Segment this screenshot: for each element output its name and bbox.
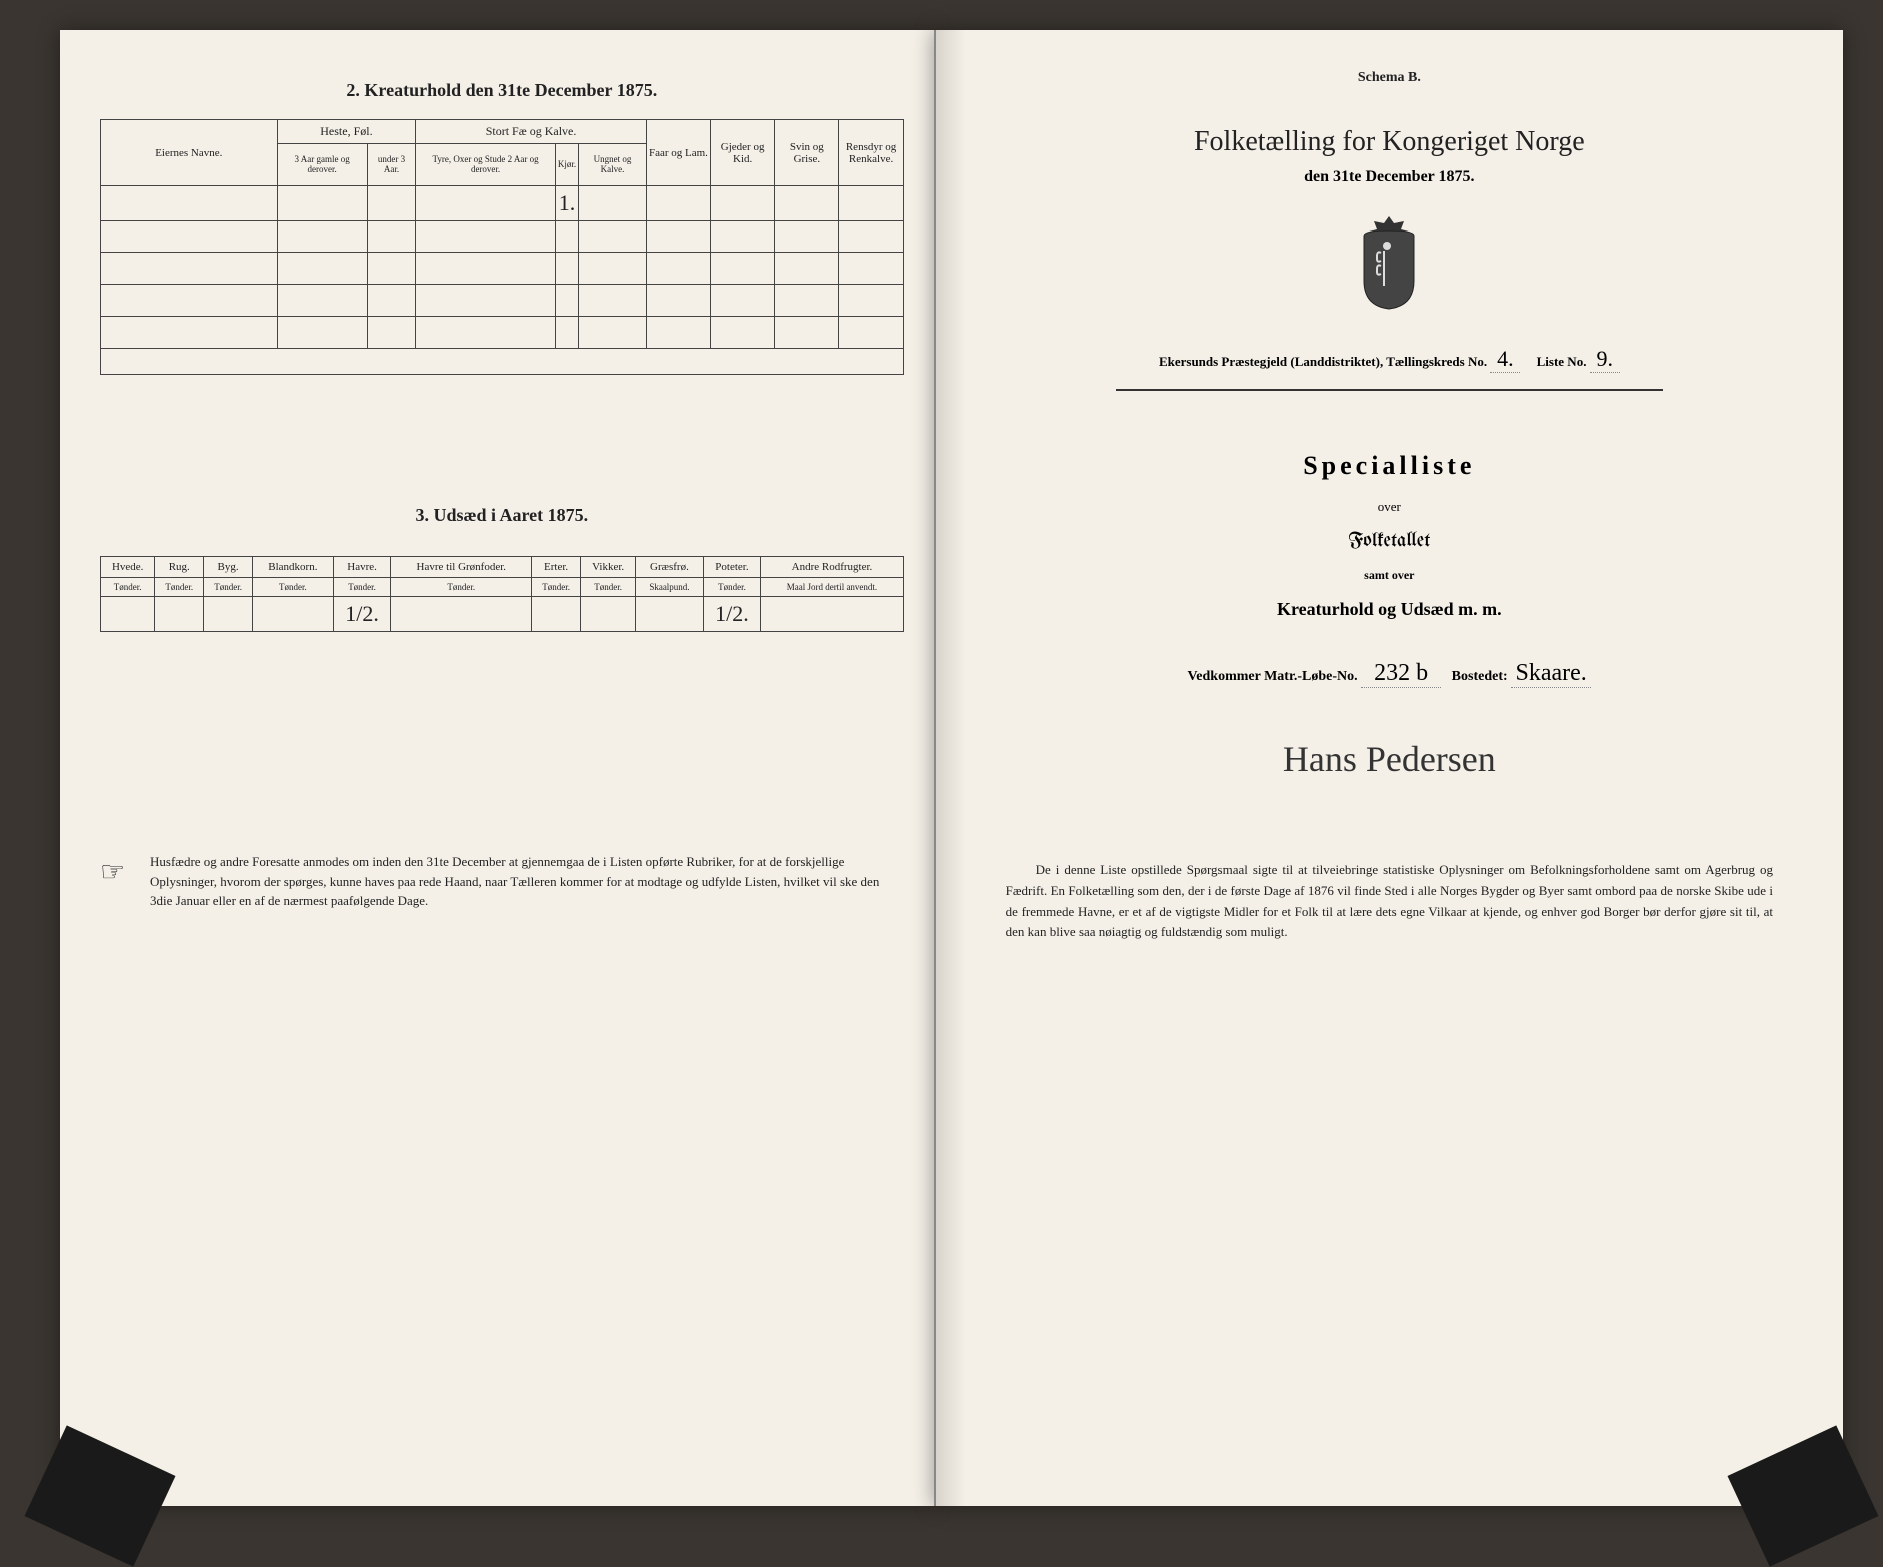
right-footnote: De i denne Liste opstillede Spørgsmaal s…: [996, 860, 1783, 943]
table-row: [101, 253, 904, 285]
table-row: 1.: [101, 186, 904, 221]
t3-c2: Byg.: [204, 557, 253, 578]
kreatur-heading: Kreaturhold og Udsæd m. m.: [996, 599, 1783, 620]
col-gjeder: Gjeder og Kid.: [711, 120, 775, 186]
pointing-hand-icon: ☞: [100, 852, 125, 894]
t3-c3: Blandkorn.: [252, 557, 333, 578]
over-label: over: [996, 499, 1783, 515]
udsaed-table: Hvede. Rug. Byg. Blandkorn. Havre. Havre…: [100, 556, 904, 632]
t3-c4: Havre.: [333, 557, 391, 578]
schema-label: Schema B.: [996, 70, 1783, 86]
main-title: Folketælling for Kongeriget Norge: [996, 126, 1783, 158]
liste-no: 9.: [1590, 346, 1620, 373]
t3-c1: Rug.: [155, 557, 204, 578]
t3-c7: Vikker.: [581, 557, 636, 578]
specialliste-heading: Specialliste: [996, 451, 1783, 481]
right-page: Schema B. Folketælling for Kongeriget No…: [934, 30, 1843, 1506]
t3-c10: Andre Rodfrugter.: [761, 557, 903, 578]
t3-c8: Græsfrø.: [636, 557, 703, 578]
vedkommer-line: Vedkommer Matr.-Løbe-No. 232 b Bostedet:…: [996, 660, 1783, 688]
col-svin: Svin og Grise.: [775, 120, 839, 186]
book-spread: 2. Kreaturhold den 31te December 1875. E…: [60, 30, 1843, 1506]
left-footnote: ☞ Husfædre og andre Foresatte anmodes om…: [100, 852, 904, 911]
t3-c0: Hvede.: [101, 557, 155, 578]
col-eier: Eiernes Navne.: [101, 120, 278, 186]
table-row: [101, 285, 904, 317]
left-page: 2. Kreaturhold den 31te December 1875. E…: [60, 30, 934, 1506]
sub-0: 3 Aar gamle og derover.: [277, 144, 367, 186]
signature: Hans Pedersen: [996, 738, 1783, 780]
col-faar: Faar og Lam.: [646, 120, 710, 186]
kreds-no: 4.: [1490, 346, 1520, 373]
table-row: [101, 349, 904, 375]
table-row: 1/2. 1/2.: [101, 597, 904, 632]
binder-clip: [1727, 1425, 1878, 1566]
samt-label: samt over: [996, 568, 1783, 583]
sub-1: under 3 Aar.: [367, 144, 416, 186]
col-rensdyr: Rensdyr og Renkalve.: [839, 120, 903, 186]
subtitle: den 31te December 1875.: [996, 168, 1783, 186]
t3-c9: Poteter.: [703, 557, 761, 578]
sub-2: Tyre, Oxer og Stude 2 Aar og derover.: [416, 144, 556, 186]
table-row: [101, 317, 904, 349]
binder-clip: [24, 1425, 175, 1566]
bostedet: Skaare.: [1511, 660, 1591, 688]
table-row: [101, 221, 904, 253]
sub-4: Ungnet og Kalve.: [579, 144, 647, 186]
divider: [1116, 389, 1663, 391]
royal-crest-icon: [996, 211, 1783, 316]
kreaturhold-table: Eiernes Navne. Heste, Føl. Stort Fæ og K…: [100, 119, 904, 375]
district-line: Ekersunds Præstegjeld (Landdistriktet), …: [996, 346, 1783, 379]
sub-3: Kjør.: [555, 144, 578, 186]
matr-no: 232 b: [1361, 660, 1441, 688]
group-fae: Stort Fæ og Kalve.: [416, 120, 647, 144]
section3-title: 3. Udsæd i Aaret 1875.: [100, 505, 904, 526]
t3-c6: Erter.: [532, 557, 581, 578]
t3-c5: Havre til Grønfoder.: [391, 557, 532, 578]
folketallet-heading: Folketallet: [996, 531, 1783, 552]
group-heste: Heste, Føl.: [277, 120, 416, 144]
section2-title: 2. Kreaturhold den 31te December 1875.: [100, 80, 904, 101]
